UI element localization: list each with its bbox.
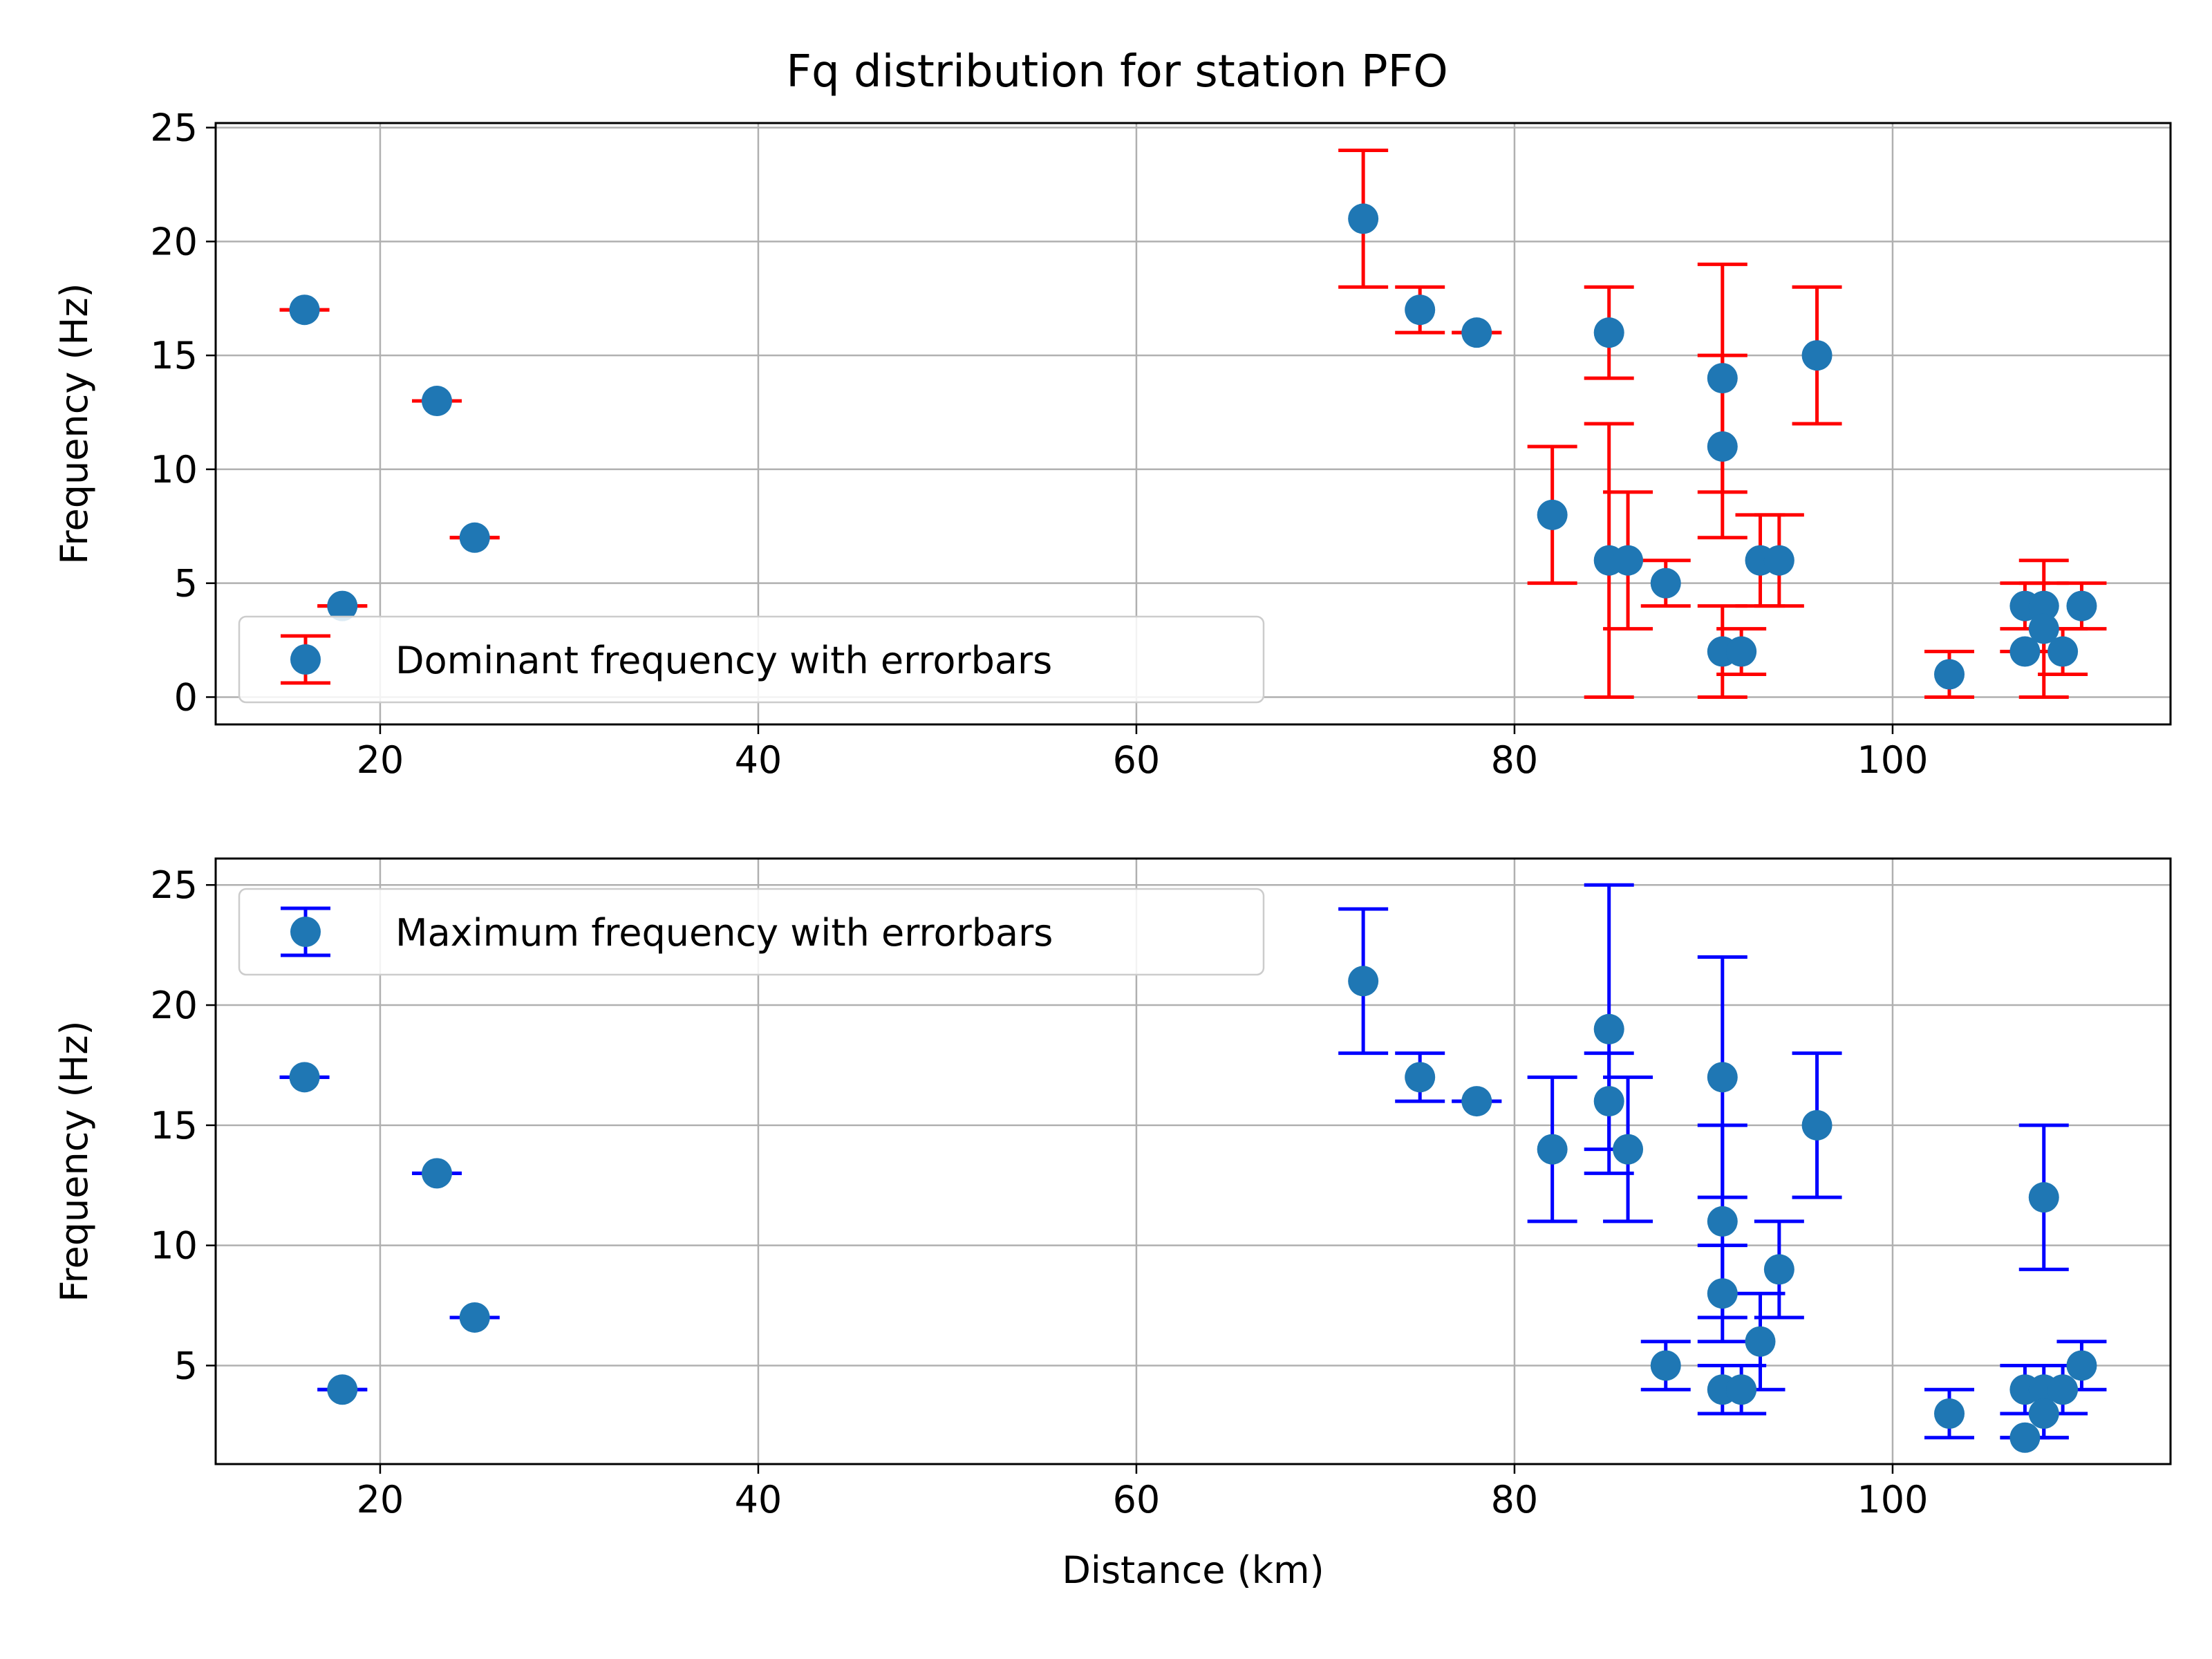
data-point	[1707, 1062, 1738, 1093]
data-point	[1801, 340, 1833, 371]
y-tick-label: 5	[174, 1344, 198, 1387]
data-point	[1763, 545, 1794, 576]
data-point	[459, 522, 490, 553]
data-point	[2028, 1398, 2059, 1429]
data-point	[2066, 590, 2097, 621]
data-point	[1707, 1206, 1738, 1237]
data-point	[1348, 966, 1379, 997]
data-point	[1707, 363, 1738, 394]
legend-marker	[290, 644, 321, 675]
y-tick-label: 25	[150, 863, 198, 907]
data-point	[421, 1158, 452, 1189]
data-point	[421, 386, 452, 417]
x-tick-label: 80	[1491, 1478, 1539, 1521]
data-point	[1593, 317, 1624, 348]
y-tick-label: 10	[150, 1224, 198, 1268]
data-point	[327, 1374, 358, 1405]
data-point	[1461, 317, 1492, 348]
data-point	[2028, 590, 2059, 621]
data-point	[1745, 1326, 1776, 1357]
data-point	[1934, 659, 1965, 690]
data-point	[1405, 1062, 1436, 1093]
maximum-frequency-panel: 20 40 60 80 100 5 10 15 20 25 Frequency (Hz) Distan…	[53, 857, 2172, 1592]
data-point	[289, 1062, 320, 1093]
x-tick-label: 40	[735, 1478, 782, 1521]
dominant-frequency-panel: 20 40 60 80 100 0 5 10 15 20 25 Frequency (Hz) Domin…	[53, 106, 2172, 782]
x-tick-label: 80	[1491, 738, 1539, 782]
data-point	[1405, 294, 1436, 326]
data-point	[1934, 1398, 1965, 1429]
data-point	[327, 590, 358, 621]
legend-marker	[290, 917, 321, 947]
data-point	[1707, 1278, 1738, 1309]
chart-title: Fq distribution for station PFO	[786, 46, 1448, 97]
data-point	[1650, 1350, 1681, 1381]
data-point	[1801, 1109, 1833, 1141]
y-tick-label: 15	[150, 334, 198, 377]
legend-box	[238, 615, 1265, 704]
axes-frame	[214, 122, 2172, 726]
x-tick-label: 20	[357, 738, 404, 782]
data-point	[2028, 1182, 2059, 1213]
data-point	[2047, 636, 2079, 667]
x-tick-label: 60	[1113, 738, 1161, 782]
data-point	[1726, 636, 1757, 667]
data-point	[1763, 1254, 1794, 1285]
y-tick-label: 25	[150, 106, 198, 150]
data-point	[1348, 203, 1379, 234]
y-tick-label: 5	[174, 562, 198, 606]
x-tick-label: 100	[1857, 738, 1928, 782]
y-tick-label: 10	[150, 448, 198, 491]
x-tick-label: 60	[1113, 1478, 1161, 1521]
data-point	[459, 1302, 490, 1333]
data-point	[1537, 499, 1568, 530]
y-axis-label: Frequency (Hz)	[53, 1020, 96, 1302]
data-point	[1537, 1134, 1568, 1165]
x-tick-label: 20	[357, 1478, 404, 1521]
data-point	[2066, 1350, 2097, 1381]
data-point	[289, 294, 320, 326]
data-point	[1461, 1086, 1492, 1117]
data-point	[1613, 1134, 1644, 1165]
data-point	[2009, 1422, 2041, 1453]
data-point	[2009, 636, 2041, 667]
data-point	[1707, 431, 1738, 462]
y-tick-label: 20	[150, 984, 198, 1027]
data-point	[2047, 1374, 2079, 1405]
y-axis-label: Frequency (Hz)	[53, 283, 96, 564]
y-tick-label: 20	[150, 220, 198, 263]
legend-label: Maximum frequency with errorbars	[395, 911, 1053, 955]
legend-box	[238, 888, 1265, 976]
legend-label: Dominant frequency with errorbars	[395, 639, 1052, 682]
x-axis-label: Distance (km)	[1062, 1548, 1324, 1592]
data-point	[1613, 545, 1644, 576]
data-point	[1650, 568, 1681, 599]
y-tick-label: 15	[150, 1104, 198, 1147]
data-point	[1593, 1013, 1624, 1044]
x-tick-label: 100	[1857, 1478, 1928, 1521]
axes-frame	[214, 857, 2172, 1465]
y-tick-label: 0	[174, 675, 198, 719]
x-tick-label: 40	[735, 738, 782, 782]
data-point	[2028, 613, 2059, 644]
data-point	[1593, 1086, 1624, 1117]
data-point	[1726, 1374, 1757, 1405]
